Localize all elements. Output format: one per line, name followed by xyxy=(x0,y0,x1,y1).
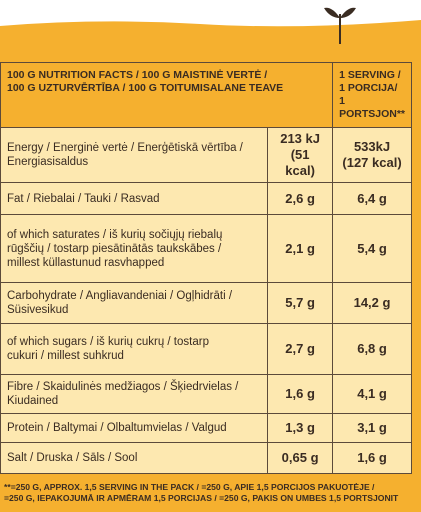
text-line: 14,2 g xyxy=(353,295,391,310)
label-cell: of which sugars / iš kurių cukrų / tosta… xyxy=(0,323,269,375)
serving-cell: 1,6 g xyxy=(332,442,412,474)
text-line: 5,7 g xyxy=(285,295,315,310)
footnote: **=250 G, APPROX. 1,5 SERVING IN THE PAC… xyxy=(4,482,398,504)
serving-cell: 6,4 g xyxy=(332,182,412,215)
per100-cell: 5,7 g xyxy=(267,282,334,324)
label-cell: Fibre / Skaidulinės medžiagos / Šķiedrvi… xyxy=(0,374,269,414)
text-line: Fat / Riebalai / Tauki / Rasvad xyxy=(7,192,160,205)
serving-cell: 5,4 g xyxy=(332,214,412,283)
row: Carbohydrate / Angliavandeniai / Ogļhidr… xyxy=(0,282,412,324)
serving-cell: 6,8 g xyxy=(332,323,412,375)
header-cell: 100 G NUTRITION FACTS / 100 G MAISTINĖ V… xyxy=(0,62,334,128)
text-line: 1 PORCIJA/ xyxy=(339,82,398,94)
label-cell: Fat / Riebalai / Tauki / Rasvad xyxy=(0,182,269,215)
serving-cell: 533kJ (127 kcal) xyxy=(332,127,412,183)
label-cell: Carbohydrate / Angliavandeniai / Ogļhidr… xyxy=(0,282,269,324)
row: Protein / Baltymai / Olbaltumvielas / Va… xyxy=(0,413,412,443)
per100-cell: 213 kJ (51 kcal) xyxy=(267,127,334,183)
row: of which sugars / iš kurių cukrų / tosta… xyxy=(0,323,412,375)
text-line: 1,6 g xyxy=(357,450,387,465)
nutrition-table: 100 G NUTRITION FACTS / 100 G MAISTINĖ V… xyxy=(0,62,412,474)
text-line: 1,3 g xyxy=(285,420,315,435)
text-line: 100 G NUTRITION FACTS / 100 G MAISTINĖ V… xyxy=(7,69,268,81)
text-line: 1 SERVING / xyxy=(339,69,401,81)
per100-cell: 1,6 g xyxy=(267,374,334,414)
text-line: cukuri / millest suhkrud xyxy=(7,350,124,362)
text-line: Carbohydrate / Angliavandeniai / Ogļhidr… xyxy=(7,290,233,302)
serving-cell: 3,1 g xyxy=(332,413,412,443)
text-line: 0,65 g xyxy=(281,450,319,465)
text-line: **=250 G, APPROX. 1,5 SERVING IN THE PAC… xyxy=(4,482,375,492)
header-cell: 1 SERVING /1 PORCIJA/1 PORTSJON** xyxy=(332,62,412,128)
text-line: =250 G, IEPAKOJUMĀ IR APMĒRAM 1,5 PORCIJ… xyxy=(4,493,399,503)
text-line: 3,1 g xyxy=(357,420,387,435)
text-line: 213 kJ xyxy=(280,131,320,146)
text-line: 6,8 g xyxy=(357,341,387,356)
top-banner xyxy=(0,0,421,44)
per100-cell: 2,6 g xyxy=(267,182,334,215)
text-line: 1 PORTSJON** xyxy=(339,95,405,120)
per100-cell: 2,7 g xyxy=(267,323,334,375)
serving-cell: 14,2 g xyxy=(332,282,412,324)
text-line: millest küllastunud rasvhapped xyxy=(7,256,165,269)
text-line: Energiasisaldus xyxy=(7,156,89,168)
row: Fat / Riebalai / Tauki / Rasvad 2,6 g 6,4 … xyxy=(0,182,412,215)
text-line: Fibre / Skaidulinės medžiagos / Šķiedrvi… xyxy=(7,381,239,393)
text-line: Salt / Druska / Sāls / Sool xyxy=(7,452,138,464)
serving-cell: 4,1 g xyxy=(332,374,412,414)
text-line: 6,4 g xyxy=(357,190,387,206)
label-cell: Protein / Baltymai / Olbaltumvielas / Va… xyxy=(0,413,269,443)
text-line: Süsivesikud xyxy=(7,304,69,316)
text-line: 100 G UZTURVĒRTĪBA / 100 G TOITUMISALANE… xyxy=(7,82,284,94)
text-line: (51 kcal) xyxy=(285,147,315,178)
row: of which saturates / iš kurių sočiųjų ri… xyxy=(0,214,412,283)
text-line: rūgščių / tostarp piesātinātās taukskābe… xyxy=(7,242,222,255)
text-line: 4,1 g xyxy=(357,386,387,401)
per100-cell: 0,65 g xyxy=(267,442,334,474)
per100-cell: 2,1 g xyxy=(267,214,334,283)
text-line: of which sugars / iš kurių cukrų / tosta… xyxy=(7,336,209,348)
per100-cell: 1,3 g xyxy=(267,413,334,443)
text-line: 2,6 g xyxy=(285,190,315,206)
text-line: 2,1 g xyxy=(285,240,315,256)
text-line: of which saturates / iš kurių sočiųjų ri… xyxy=(7,228,223,241)
text-line: (127 kcal) xyxy=(342,155,402,170)
text-line: 1,6 g xyxy=(285,386,315,401)
label-cell: of which saturates / iš kurių sočiųjų ri… xyxy=(0,214,269,283)
text-line: 2,7 g xyxy=(285,341,315,356)
row: Fibre / Skaidulinės medžiagos / Šķiedrvi… xyxy=(0,374,412,414)
text-line: Energy / Energinė vertė / Enerģētiskā vē… xyxy=(7,142,243,154)
row: Energy / Energinė vertė / Enerģētiskā vē… xyxy=(0,127,412,183)
text-line: Kiudained xyxy=(7,395,59,407)
row: Salt / Druska / Sāls / Sool 0,65 g 1,6 g xyxy=(0,442,412,474)
label-cell: Salt / Druska / Sāls / Sool xyxy=(0,442,269,474)
text-line: 533kJ xyxy=(353,139,391,154)
text-line: 5,4 g xyxy=(357,240,387,256)
label-cell: Energy / Energinė vertė / Enerģētiskā vē… xyxy=(0,127,269,183)
text-line: Protein / Baltymai / Olbaltumvielas / Va… xyxy=(7,422,227,434)
